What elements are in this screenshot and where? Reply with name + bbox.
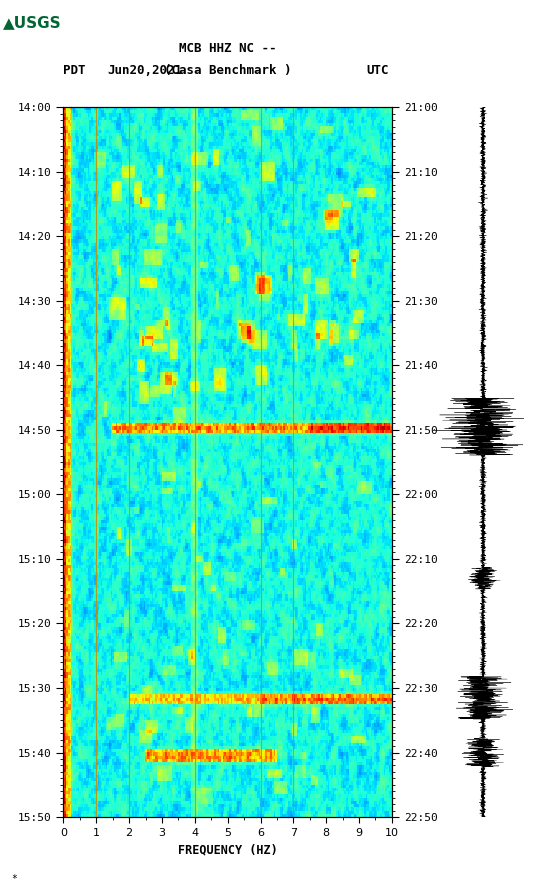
Text: ▲USGS: ▲USGS [3, 15, 61, 29]
Text: (Casa Benchmark ): (Casa Benchmark ) [164, 63, 291, 77]
Text: PDT: PDT [63, 63, 86, 77]
X-axis label: FREQUENCY (HZ): FREQUENCY (HZ) [178, 843, 278, 856]
Text: *: * [11, 874, 17, 884]
Text: MCB HHZ NC --: MCB HHZ NC -- [179, 42, 277, 55]
Text: Jun20,2021: Jun20,2021 [108, 63, 183, 77]
Text: UTC: UTC [367, 63, 389, 77]
